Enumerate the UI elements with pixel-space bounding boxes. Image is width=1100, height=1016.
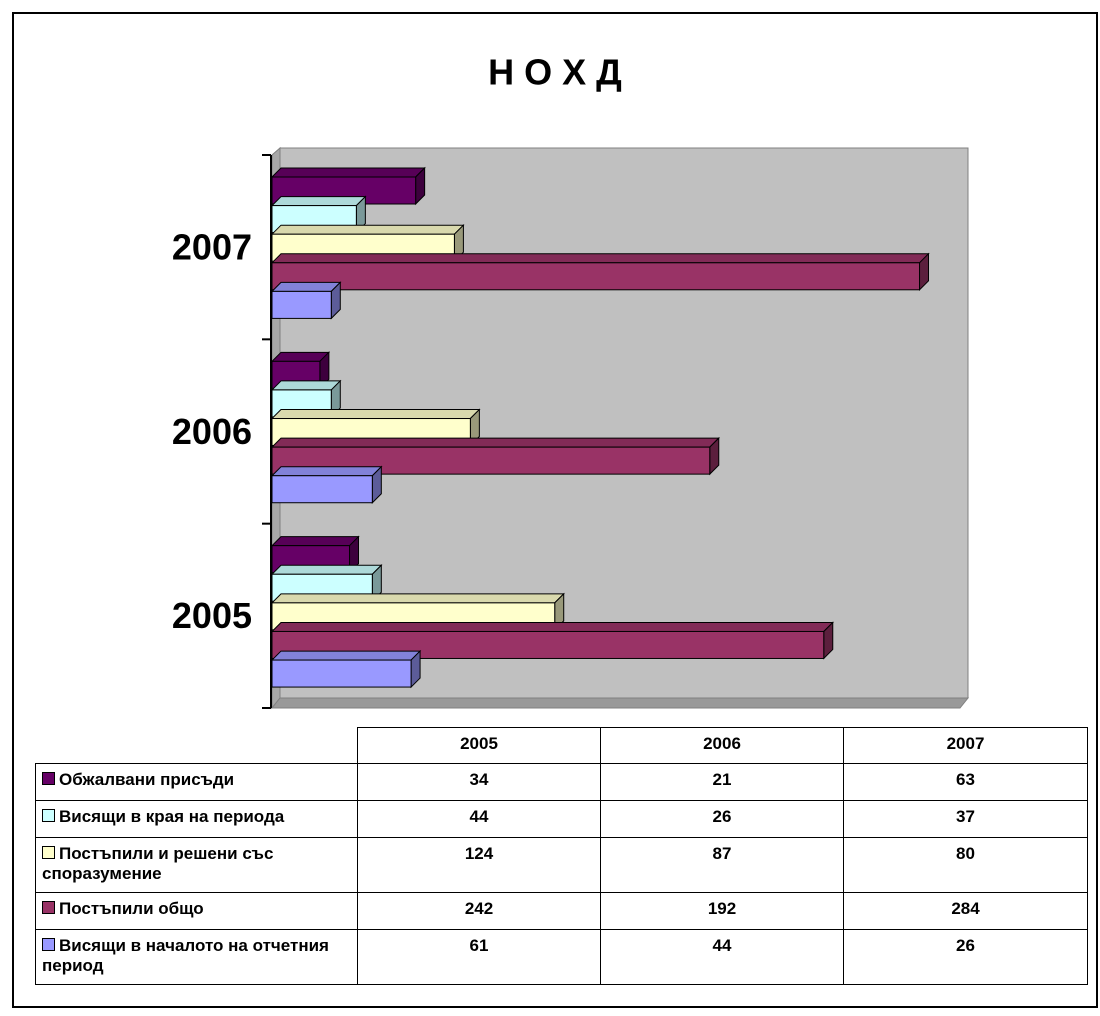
legend-label: Висящи в края на периода [59,807,285,826]
legend-cell: Постъпили общо [35,892,358,930]
table-value: 87 [600,837,844,893]
table-value: 44 [357,800,601,838]
column-header: 2006 [600,727,844,764]
legend-swatch [42,938,55,951]
legend-label: Обжалвани присъди [59,770,235,789]
legend-cell: Обжалвани присъди [35,763,358,801]
bar-top [270,593,565,604]
bar [271,262,921,291]
bar-top [270,380,342,391]
table-value: 192 [600,892,844,930]
table-value: 44 [600,929,844,985]
column-header: 2007 [843,727,1088,764]
table-row: Постъпили общо 242 192 284 [35,892,1088,930]
legend-cell: Висящи в края на периода [35,800,358,838]
legend-label: Постъпили общо [59,899,204,918]
legend-cell: Висящи в началото на отчетния период [35,929,358,985]
legend-cell: Постъпили и решени със споразумение [35,837,358,893]
table-header-row: 2005 2006 2007 [36,727,1088,764]
legend-swatch [42,846,55,859]
table-value: 284 [843,892,1088,930]
table-row: Обжалвани присъди 34 21 63 [35,763,1088,801]
y-tick-label: 2007 [172,227,252,268]
table-value: 34 [357,763,601,801]
bar-top [270,621,834,632]
bar [271,475,373,504]
bar-top [270,536,360,547]
chart-title: Н О Х Д [488,52,622,93]
bar-top [270,650,422,661]
table-value: 80 [843,837,1088,893]
legend-label: Постъпили и решени със споразумение [42,844,274,883]
table-value: 26 [843,929,1088,985]
table-value: 124 [357,837,601,893]
bar-top [270,437,720,448]
bar [271,659,412,688]
table-value: 242 [357,892,601,930]
legend-swatch [42,809,55,822]
table-value: 61 [357,929,601,985]
floor [270,697,970,709]
legend-label: Висящи в началото на отчетния период [42,936,329,975]
bar-top [270,253,930,264]
bar-top [270,409,481,420]
y-tick-label: 2005 [172,595,252,636]
table-row: Висящи в началото на отчетния период 61 44… [35,929,1088,985]
chart-frame [12,12,1098,1008]
bar-top [270,564,383,575]
table-value: 26 [600,800,844,838]
legend-swatch [42,901,55,914]
table-row: Висящи в края на периода 44 26 37 [35,800,1088,838]
bar-top [270,281,342,292]
bar-top [270,167,426,178]
data-table: 2005 2006 2007 Обжалвани присъди 34 21 63 Висящ… [35,727,1088,985]
column-header: 2005 [357,727,601,764]
y-tick-label: 2006 [172,411,252,452]
bar [271,290,332,319]
table-value: 21 [600,763,844,801]
blank-cell [36,728,358,764]
bar-top [270,224,465,235]
table-value: 63 [843,763,1088,801]
table-row: Постъпили и решени със споразумение 124 87… [35,837,1088,893]
legend-swatch [42,772,55,785]
bar-top [270,351,331,362]
bar-top [270,196,367,207]
table-value: 37 [843,800,1088,838]
bar-top [270,466,383,477]
